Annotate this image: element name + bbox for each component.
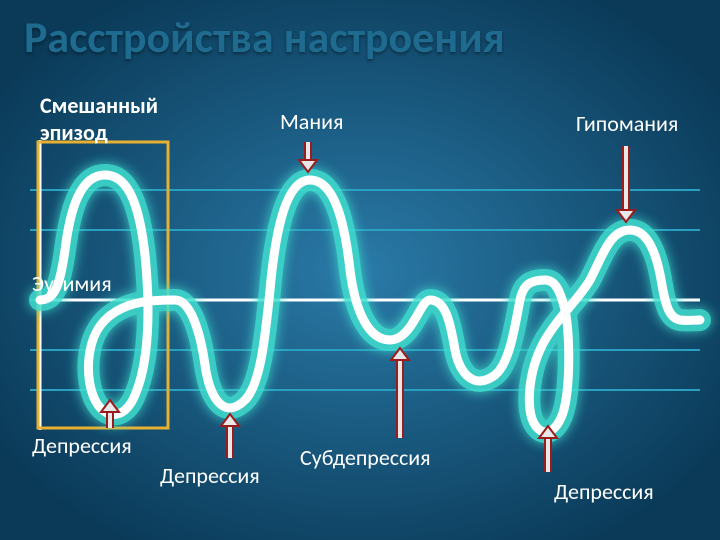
label-subdepression: Субдепрессия [300, 444, 431, 471]
arrow-hypomania [617, 146, 635, 222]
arrow-mania [299, 142, 317, 172]
arrow-subdepression [391, 348, 409, 438]
arrow-depression3 [539, 426, 557, 472]
label-euthymia: Эутимия [32, 270, 112, 297]
label-depression-1: Депрессия [32, 432, 132, 459]
label-hypomania: Гипомания [576, 110, 678, 137]
arrow-depression2 [221, 414, 239, 458]
slide: Расстройства настроения Смешанный эпизод… [0, 0, 720, 540]
mood-wave [40, 175, 700, 432]
label-depression-3: Депрессия [554, 478, 654, 505]
label-mixed-episode: Смешанный эпизод [40, 92, 158, 146]
label-mania: Мания [280, 108, 343, 135]
label-depression-2: Депрессия [160, 462, 260, 489]
